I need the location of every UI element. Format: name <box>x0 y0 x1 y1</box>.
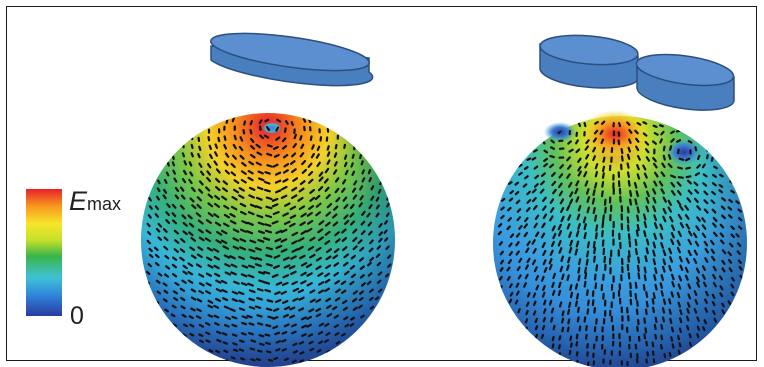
coil-left <box>210 32 374 87</box>
colorbar-max-letter: E <box>69 186 88 216</box>
sphere-right <box>493 110 747 367</box>
sphere-left <box>141 113 395 367</box>
colorbar <box>26 189 62 316</box>
colorbar-max-label: Emax <box>69 188 121 215</box>
coil-right <box>539 34 735 111</box>
colorbar-min-label: 0 <box>70 302 84 330</box>
colorbar-max-subscript: max <box>87 194 122 214</box>
